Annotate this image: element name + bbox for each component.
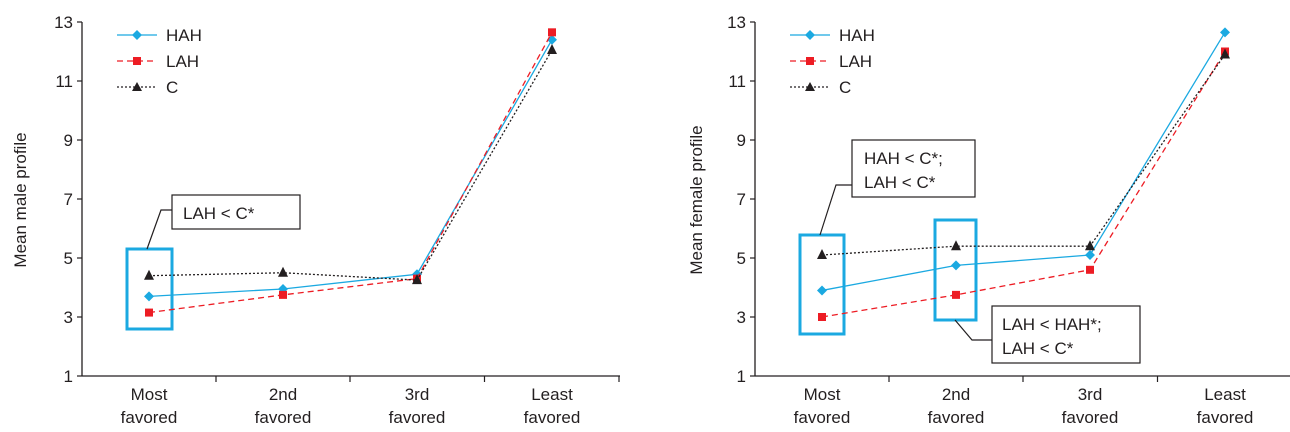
highlight-box-2nd-favored <box>933 218 978 322</box>
legend-label-lah: LAH <box>839 52 872 71</box>
legend-label-hah: HAH <box>839 26 875 45</box>
x-category-label: Least <box>531 385 573 404</box>
y-tick-label: 5 <box>737 249 746 268</box>
legend: HAH LAH C <box>117 26 202 97</box>
annotation-text: LAH < C* <box>183 204 255 223</box>
series-layer <box>817 27 1230 321</box>
legend-marker-lah <box>133 57 141 65</box>
data-point <box>1086 265 1094 274</box>
x-category-label: 2nd <box>942 385 970 404</box>
x-category-label: favored <box>794 408 851 427</box>
x-category-label: 2nd <box>269 385 297 404</box>
y-tick-label: 13 <box>54 13 73 32</box>
annotation-text-1a: HAH < C*; <box>864 149 943 168</box>
y-tick-label: 9 <box>64 131 73 150</box>
y-tick-label: 13 <box>727 13 746 32</box>
annotation-text-2a: LAH < HAH*; <box>1002 315 1102 334</box>
data-point <box>1085 240 1095 251</box>
annotation-leader-1 <box>819 184 852 236</box>
y-tick-label: 3 <box>64 308 73 327</box>
x-category-label: favored <box>928 408 985 427</box>
annotation-box-1 <box>851 139 976 198</box>
series-lah <box>145 28 556 317</box>
legend: HAH LAH C <box>790 26 875 97</box>
data-point <box>279 290 287 299</box>
y-tick-label: 5 <box>64 249 73 268</box>
series-c <box>144 44 557 285</box>
series-line <box>148 32 553 314</box>
x-category-label: Most <box>804 385 841 404</box>
data-point <box>818 313 826 321</box>
data-point <box>1085 250 1095 261</box>
data-point <box>951 260 961 271</box>
annotation-text-2b: LAH < C* <box>1002 339 1074 358</box>
series-line <box>821 51 1226 318</box>
x-category-label: Most <box>131 385 168 404</box>
x-category-label: favored <box>524 408 581 427</box>
legend-marker-hah <box>132 30 142 40</box>
series-hah <box>817 27 1230 296</box>
y-tick-label: 1 <box>64 367 73 386</box>
x-category-label: 3rd <box>405 385 430 404</box>
x-category-label: favored <box>389 408 446 427</box>
data-point <box>412 274 422 285</box>
annotation-box <box>171 194 301 230</box>
data-point <box>817 285 827 296</box>
series-line <box>148 49 553 281</box>
annotation-leader-2 <box>954 319 992 341</box>
x-category-label: 3rd <box>1078 385 1103 404</box>
highlight-box-most-favored <box>798 233 846 336</box>
y-tick-label: 9 <box>737 131 746 150</box>
x-category-label: favored <box>121 408 178 427</box>
legend-label-c: C <box>166 78 178 97</box>
data-point <box>547 44 557 55</box>
annotation-box-2 <box>991 305 1141 364</box>
data-point <box>952 290 960 299</box>
annotation-leader <box>146 209 172 250</box>
data-point <box>817 249 827 260</box>
legend-marker-hah <box>805 30 815 40</box>
data-point <box>144 291 154 302</box>
data-point <box>951 240 961 251</box>
y-tick-label: 11 <box>55 72 73 91</box>
x-category-label: favored <box>1062 408 1119 427</box>
y-tick-label: 1 <box>737 367 746 386</box>
y-tick-label: 3 <box>737 308 746 327</box>
series-line <box>148 39 553 297</box>
legend-label-c: C <box>839 78 851 97</box>
legend-label-lah: LAH <box>166 52 199 71</box>
x-category-label: Least <box>1204 385 1246 404</box>
legend-marker-c <box>805 82 815 91</box>
series-hah <box>144 34 557 302</box>
legend-marker-lah <box>806 57 814 65</box>
y-tick-label: 7 <box>737 190 746 209</box>
series-line <box>821 54 1226 256</box>
data-point <box>278 266 288 277</box>
series-layer <box>144 28 557 317</box>
y-tick-label: 11 <box>728 72 746 91</box>
data-point <box>548 28 556 37</box>
legend-marker-c <box>132 82 142 91</box>
highlight-box-most-favored <box>125 247 174 331</box>
data-point <box>1220 27 1230 38</box>
series-line <box>821 31 1226 292</box>
y-tick-label: 7 <box>64 190 73 209</box>
x-category-label: favored <box>255 408 312 427</box>
x-category-label: favored <box>1197 408 1254 427</box>
legend-label-hah: HAH <box>166 26 202 45</box>
annotation-text-1b: LAH < C* <box>864 173 936 192</box>
y-axis-label: Mean female profile <box>687 125 706 274</box>
series-c <box>817 48 1230 260</box>
y-axis-label: Mean male profile <box>11 132 30 267</box>
x-axis-ticks: Most favored 2nd favored 3rd favored Least favo… <box>794 376 1254 427</box>
data-point <box>144 269 154 280</box>
data-point <box>1220 48 1230 59</box>
x-axis-ticks: Most favored 2nd favored 3rd favored Least favo… <box>121 376 620 427</box>
data-point <box>145 308 153 317</box>
